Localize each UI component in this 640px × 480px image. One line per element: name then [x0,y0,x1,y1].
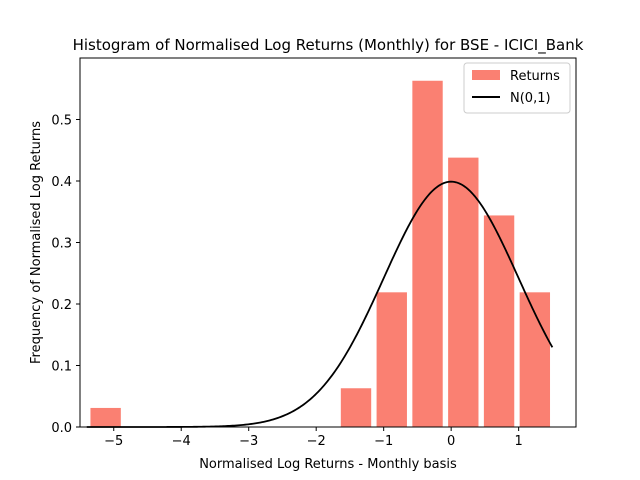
histogram-bar-5 [483,215,515,427]
histogram-bar-4 [448,157,479,427]
legend-label-returns: Returns [510,69,560,84]
x-tick-label: −5 [104,434,123,449]
legend: Returns N(0,1) [463,62,571,114]
y-tick-label: 0.0 [51,421,72,436]
x-tick-label: −3 [239,434,258,449]
histogram-bar-0 [90,407,121,427]
y-axis-ticks: 0.0 0.1 0.2 0.3 0.4 0.5 [51,114,80,436]
histogram-bar-1 [340,388,372,427]
x-tick-label: −4 [172,434,191,449]
x-tick-label: −1 [374,434,393,449]
y-axis-label: Frequency of Normalised Log Returns [29,121,44,364]
x-tick-label: −2 [307,434,326,449]
legend-swatch-returns [472,70,500,80]
y-tick-label: 0.5 [51,114,72,129]
x-axis-label: Normalised Log Returns - Monthly basis [199,457,457,472]
y-tick-label: 0.4 [51,175,72,190]
y-tick-label: 0.2 [51,298,72,313]
y-tick-label: 0.3 [51,237,72,252]
x-tick-label: 0 [447,434,455,449]
histogram-bar-2 [376,292,407,427]
x-axis-ticks: −5 −4 −3 −2 −1 0 1 [104,427,523,449]
x-tick-label: 1 [514,434,522,449]
bars-layer [90,80,551,427]
legend-label-normal: N(0,1) [510,91,551,106]
y-tick-label: 0.1 [51,360,72,375]
chart-title: Histogram of Normalised Log Returns (Mon… [73,36,584,55]
histogram-bar-3 [412,80,443,427]
